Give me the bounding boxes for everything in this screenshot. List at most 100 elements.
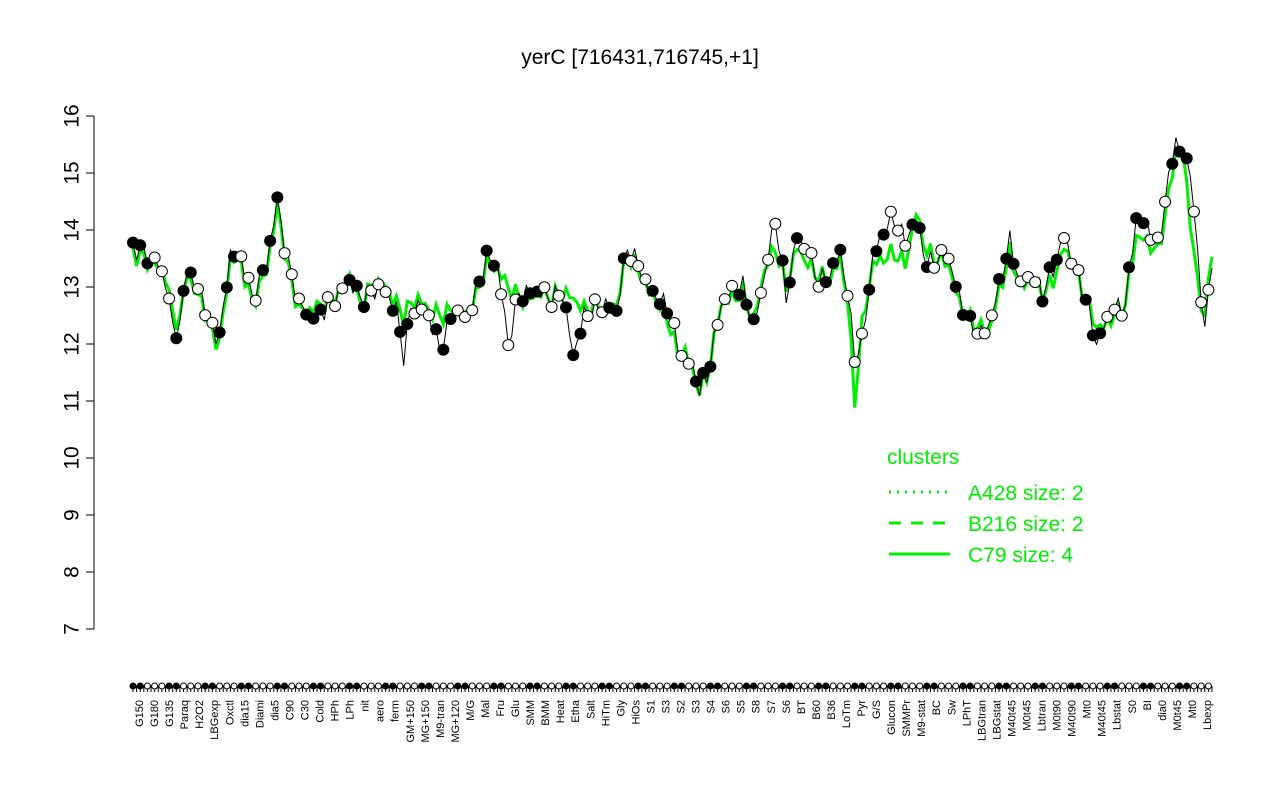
x-tick-label: Lbtran xyxy=(1037,700,1049,731)
x-tick-label: M/G xyxy=(465,700,477,721)
data-point xyxy=(394,325,407,338)
sample-marker xyxy=(244,682,252,690)
sample-marker xyxy=(418,682,426,690)
sample-marker xyxy=(180,682,188,690)
sample-marker xyxy=(367,682,375,690)
sample-marker xyxy=(1204,682,1212,690)
sample-marker xyxy=(302,682,310,690)
sample-marker xyxy=(461,682,469,690)
sample-marker xyxy=(995,682,1003,690)
sample-marker xyxy=(1053,682,1061,690)
x-tick-label: G150 xyxy=(134,700,146,727)
data-point xyxy=(985,309,998,322)
x-tick-label: dia5 xyxy=(269,700,281,721)
data-point xyxy=(249,294,262,307)
data-point xyxy=(1195,296,1208,309)
sample-marker xyxy=(973,682,981,690)
data-point xyxy=(437,343,450,356)
data-point xyxy=(978,327,991,340)
data-point xyxy=(278,247,291,260)
data-point xyxy=(942,252,955,265)
sample-marker xyxy=(143,682,151,690)
data-point xyxy=(256,264,269,277)
sample-marker xyxy=(836,682,844,690)
data-point xyxy=(704,360,717,373)
x-tick-label: C30 xyxy=(299,700,311,720)
sample-marker xyxy=(901,682,909,690)
sample-marker xyxy=(880,682,888,690)
sample-marker xyxy=(165,682,173,690)
sample-marker xyxy=(1046,682,1054,690)
sample-marker xyxy=(216,682,224,690)
sample-marker xyxy=(858,682,866,690)
x-tick-label: SMM xyxy=(525,700,537,726)
sample-marker xyxy=(591,682,599,690)
data-point xyxy=(293,292,305,305)
sample-marker xyxy=(1002,682,1010,690)
x-tick-label: Sw xyxy=(946,700,958,715)
data-point xyxy=(733,288,746,301)
sample-marker xyxy=(1096,682,1104,690)
data-point xyxy=(487,259,500,272)
sample-marker xyxy=(959,682,967,690)
y-axis: 7 8 9 10 11 12 13 14 15 16 xyxy=(61,104,95,635)
data-point xyxy=(1187,205,1200,218)
x-tick-label: Lbstat xyxy=(1112,700,1124,730)
x-tick-label: Mal xyxy=(480,700,492,718)
sample-marker xyxy=(829,682,837,690)
y-tick-label: 16 xyxy=(61,104,84,127)
x-tick-label: M0t45 xyxy=(1172,700,1184,731)
sample-marker xyxy=(1111,682,1119,690)
sample-marker xyxy=(1147,682,1155,690)
data-point xyxy=(783,276,796,289)
sample-marker xyxy=(735,682,743,690)
data-point xyxy=(726,279,739,292)
data-point xyxy=(545,300,558,313)
sample-marker xyxy=(815,682,823,690)
x-tick-label: aero xyxy=(375,700,387,722)
x-tick-label: H2O2 xyxy=(194,700,206,729)
x-tick-label: Glu xyxy=(510,700,522,717)
sample-marker xyxy=(584,682,592,690)
x-tick-label: Diami xyxy=(254,700,266,728)
x-tick-label: S8 xyxy=(751,700,763,713)
data-point xyxy=(502,339,515,352)
x-tick-label: MG+150 xyxy=(420,700,432,743)
sample-marker xyxy=(844,682,852,690)
sample-marker xyxy=(273,682,281,690)
data-point xyxy=(1166,157,1179,170)
data-point xyxy=(560,301,573,314)
sample-marker xyxy=(389,682,397,690)
sample-marker xyxy=(916,682,924,690)
data-point xyxy=(1137,217,1150,230)
data-point xyxy=(422,309,435,322)
sample-marker xyxy=(1038,682,1046,690)
data-point xyxy=(935,244,948,257)
sample-marker xyxy=(865,682,873,690)
x-tick-label: LPh xyxy=(345,700,357,720)
x-tick-label: S3 xyxy=(660,700,672,713)
data-point xyxy=(321,291,334,304)
sample-marker xyxy=(497,682,505,690)
sample-marker xyxy=(266,682,274,690)
data-point xyxy=(834,243,847,256)
x-tick-label: M40t45 xyxy=(1097,700,1109,737)
sample-marker xyxy=(613,682,621,690)
x-tick-label: B60 xyxy=(811,700,823,720)
data-point xyxy=(372,278,385,291)
data-point xyxy=(567,349,580,362)
x-tick-label: Etha xyxy=(570,699,582,723)
x-tick-label: Pyr xyxy=(856,700,868,717)
data-point xyxy=(863,283,876,296)
sample-marker xyxy=(937,682,945,690)
x-tick-label: M0t45 xyxy=(1021,700,1033,731)
data-point xyxy=(884,205,897,218)
x-tick-label: Heat xyxy=(555,700,567,723)
sample-marker xyxy=(403,682,411,690)
y-tick-label: 10 xyxy=(61,446,84,469)
sample-marker xyxy=(699,682,707,690)
sample-marker xyxy=(555,682,563,690)
data-point xyxy=(220,281,233,294)
data-point xyxy=(805,247,818,260)
sample-marker xyxy=(1067,682,1075,690)
